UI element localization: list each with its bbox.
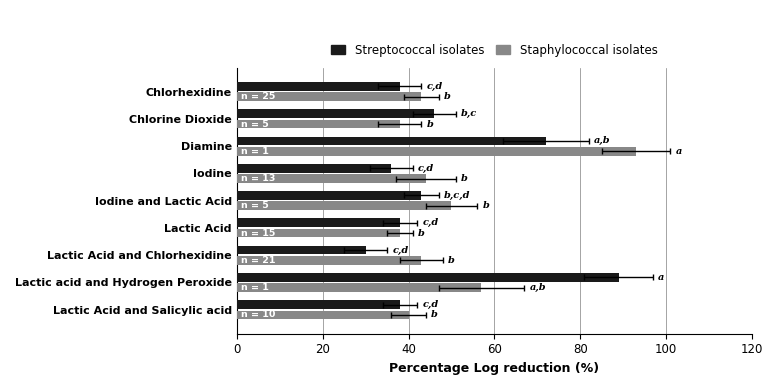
Text: c,d: c,d xyxy=(426,82,443,91)
Text: a: a xyxy=(675,147,682,156)
Text: a,b: a,b xyxy=(594,136,611,145)
Bar xyxy=(237,246,366,254)
Bar xyxy=(237,256,422,265)
Text: b: b xyxy=(431,310,438,319)
Text: b: b xyxy=(482,201,489,210)
Text: b,c: b,c xyxy=(461,109,477,118)
Text: a: a xyxy=(658,273,664,282)
Bar xyxy=(237,191,422,200)
Text: c,d: c,d xyxy=(422,218,439,227)
Legend: Streptococcal isolates, Staphylococcal isolates: Streptococcal isolates, Staphylococcal i… xyxy=(327,39,662,61)
Text: n = 5: n = 5 xyxy=(241,120,269,129)
Text: n = 10: n = 10 xyxy=(241,310,275,319)
Text: a,b: a,b xyxy=(530,283,546,292)
Bar xyxy=(237,202,451,210)
Text: b: b xyxy=(426,120,433,129)
Bar xyxy=(237,174,426,183)
Text: n = 5: n = 5 xyxy=(241,201,269,210)
Bar xyxy=(237,229,400,238)
Bar xyxy=(237,164,391,173)
Text: n = 13: n = 13 xyxy=(241,174,275,183)
Bar xyxy=(237,273,619,282)
Text: b: b xyxy=(443,92,450,101)
Bar xyxy=(237,120,400,128)
Bar xyxy=(237,147,636,156)
Text: b: b xyxy=(418,229,425,238)
Text: c,d: c,d xyxy=(418,164,434,173)
Bar xyxy=(237,109,434,118)
Text: b: b xyxy=(448,256,455,265)
Text: n = 1: n = 1 xyxy=(241,283,269,292)
Text: b,c,d: b,c,d xyxy=(443,191,470,200)
Text: c,d: c,d xyxy=(392,246,408,255)
Text: c,d: c,d xyxy=(422,300,439,309)
Bar xyxy=(237,82,400,91)
Bar xyxy=(237,300,400,309)
Bar xyxy=(237,218,400,227)
Text: n = 15: n = 15 xyxy=(241,229,275,238)
Bar xyxy=(237,283,482,292)
Text: n = 1: n = 1 xyxy=(241,147,269,156)
Text: n = 25: n = 25 xyxy=(241,92,275,101)
Text: n = 21: n = 21 xyxy=(241,256,275,265)
Text: b: b xyxy=(461,174,468,183)
Bar xyxy=(237,310,408,319)
Bar xyxy=(237,136,546,145)
X-axis label: Percentage Log reduction (%): Percentage Log reduction (%) xyxy=(389,362,599,375)
Bar xyxy=(237,92,422,101)
